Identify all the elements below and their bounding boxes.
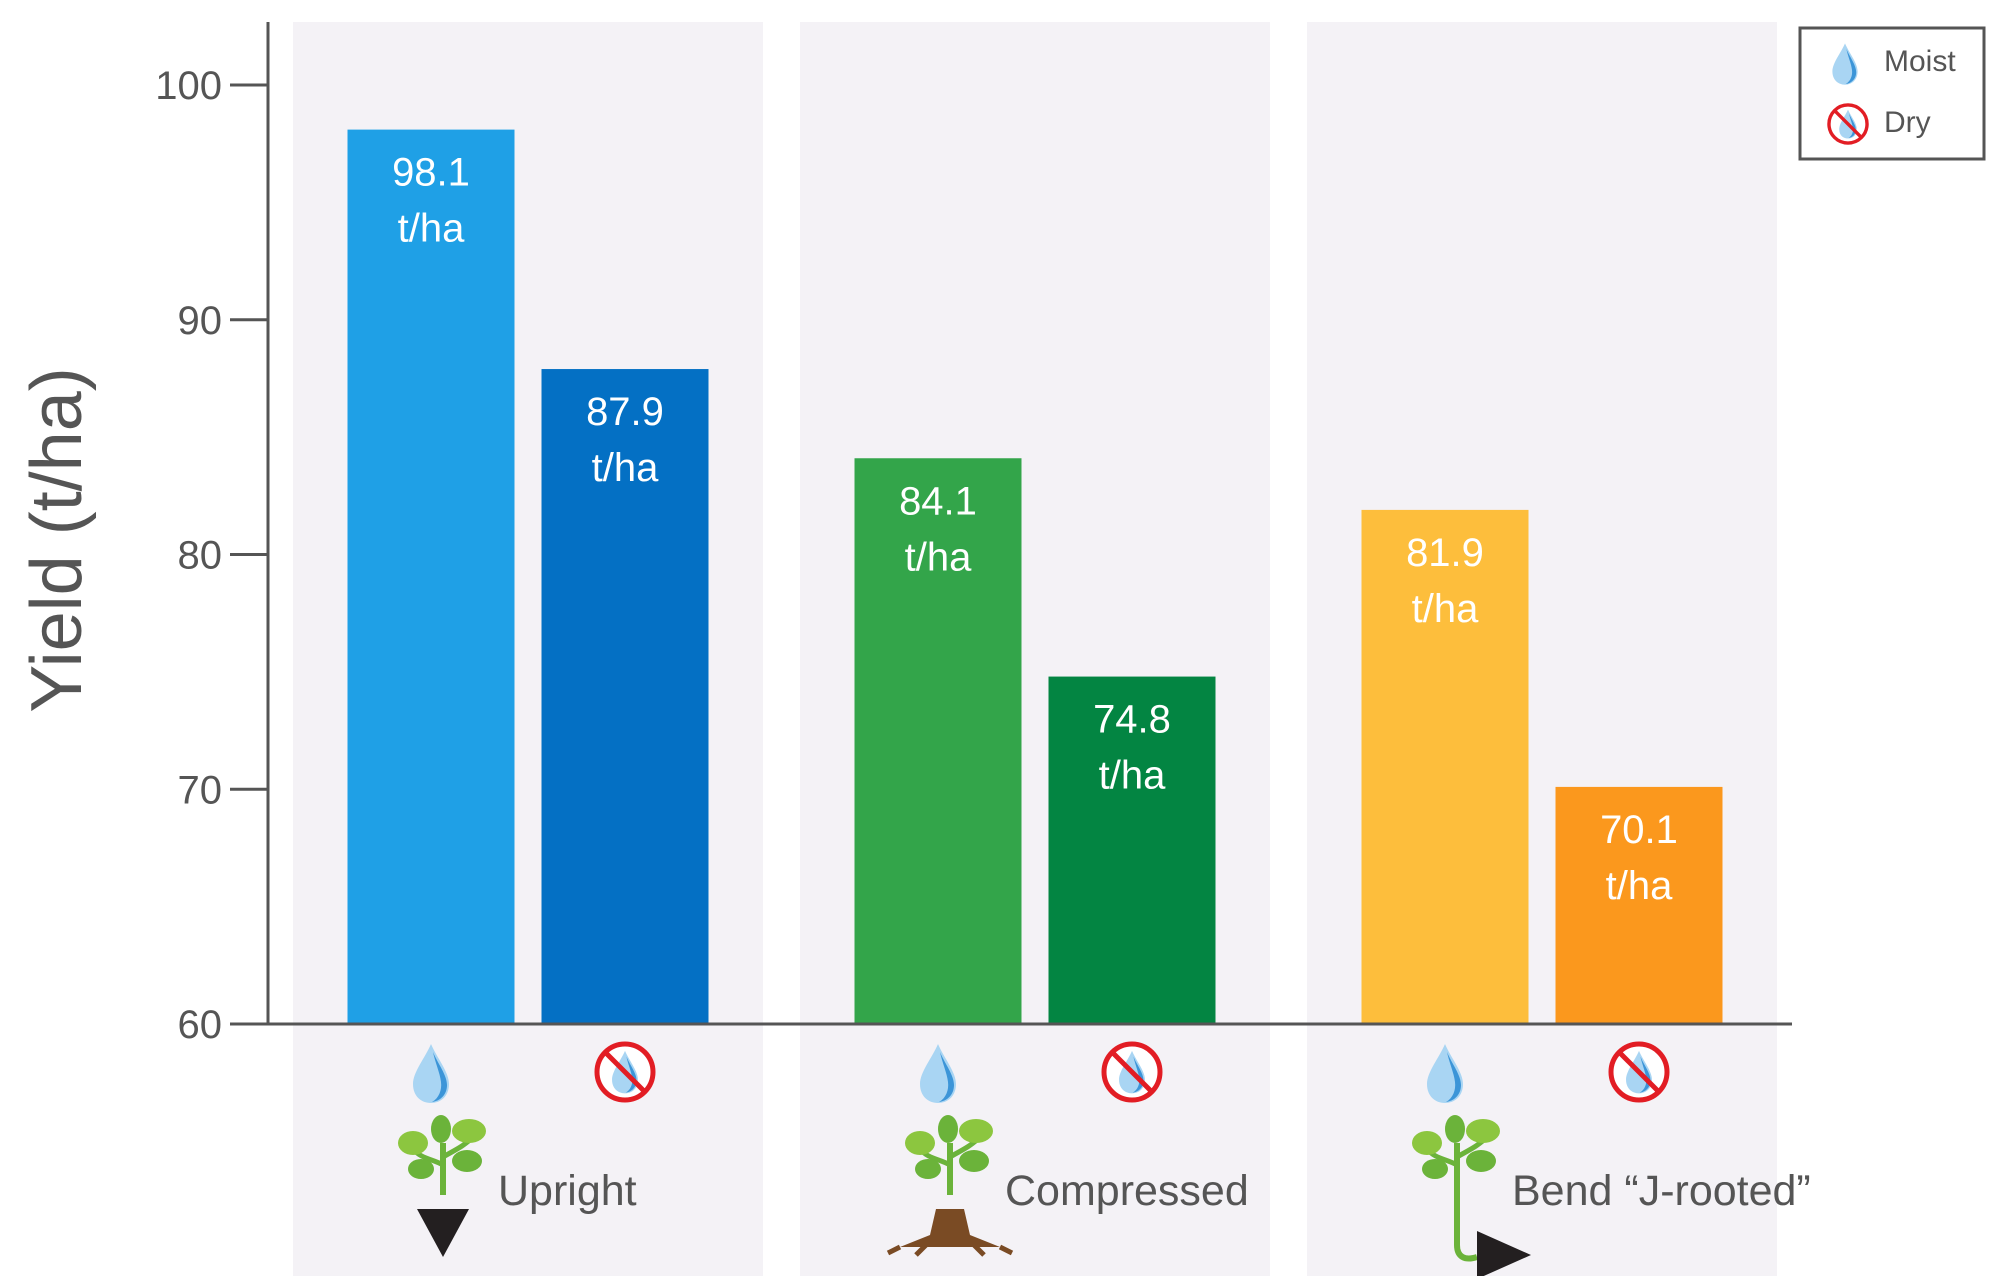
bar-unit-label: t/ha — [1412, 587, 1479, 631]
y-tick-label: 80 — [178, 534, 223, 578]
bar-value-label: 74.8 — [1093, 698, 1171, 742]
bar-unit-label: t/ha — [1606, 864, 1673, 908]
x-category-icons: Upright Compressed Bend “J-rooted” — [398, 1044, 1811, 1276]
y-axis-label: Yield (t/ha) — [17, 367, 97, 712]
category-label: Compressed — [1005, 1167, 1249, 1215]
bar-value-label: 98.1 — [392, 151, 470, 195]
no-water-icon — [1611, 1044, 1667, 1100]
no-water-icon — [1829, 105, 1867, 143]
y-tick-label: 100 — [155, 64, 222, 108]
bar-dry — [1555, 786, 1723, 1024]
bar-dry — [541, 369, 709, 1024]
bar-unit-label: t/ha — [592, 446, 659, 490]
no-water-icon — [597, 1044, 653, 1100]
legend-label-moist: Moist — [1884, 45, 1956, 78]
category-label: Bend “J-rooted” — [1512, 1167, 1811, 1215]
bar-unit-label: t/ha — [905, 535, 972, 579]
bar-moist — [1361, 509, 1529, 1025]
j-rooted-plant-icon — [1412, 1115, 1531, 1276]
bars-layer: 98.1 t/ha 87.9 t/ha 84.1 t/ha 74.8 t/ha 81.9 t/ha… — [347, 129, 1723, 1025]
bar-moist — [854, 458, 1022, 1024]
no-water-icon — [1104, 1044, 1160, 1100]
bar-dry — [1048, 676, 1216, 1024]
legend-label-dry: Dry — [1884, 106, 1931, 139]
legend-box — [1798, 26, 1986, 161]
y-ticks: 60 70 80 90 100 — [155, 64, 268, 1047]
bar-value-label: 84.1 — [899, 479, 977, 523]
bar-value-label: 81.9 — [1406, 531, 1484, 575]
legend: Moist Dry — [1798, 26, 1986, 161]
compressed-plant-icon — [886, 1115, 1014, 1257]
bar-value-label: 70.1 — [1600, 808, 1678, 852]
y-tick-label: 90 — [178, 299, 223, 343]
bar-moist — [347, 129, 515, 1025]
category-label: Upright — [498, 1167, 637, 1215]
bar-value-label: 87.9 — [586, 390, 664, 434]
y-tick-label: 60 — [178, 1003, 223, 1047]
upright-plant-icon — [398, 1115, 486, 1257]
bar-unit-label: t/ha — [1099, 754, 1166, 798]
bar-unit-label: t/ha — [398, 207, 465, 251]
y-tick-label: 70 — [178, 768, 223, 812]
category-panels — [293, 22, 1777, 1276]
y-axis — [266, 22, 1792, 1026]
